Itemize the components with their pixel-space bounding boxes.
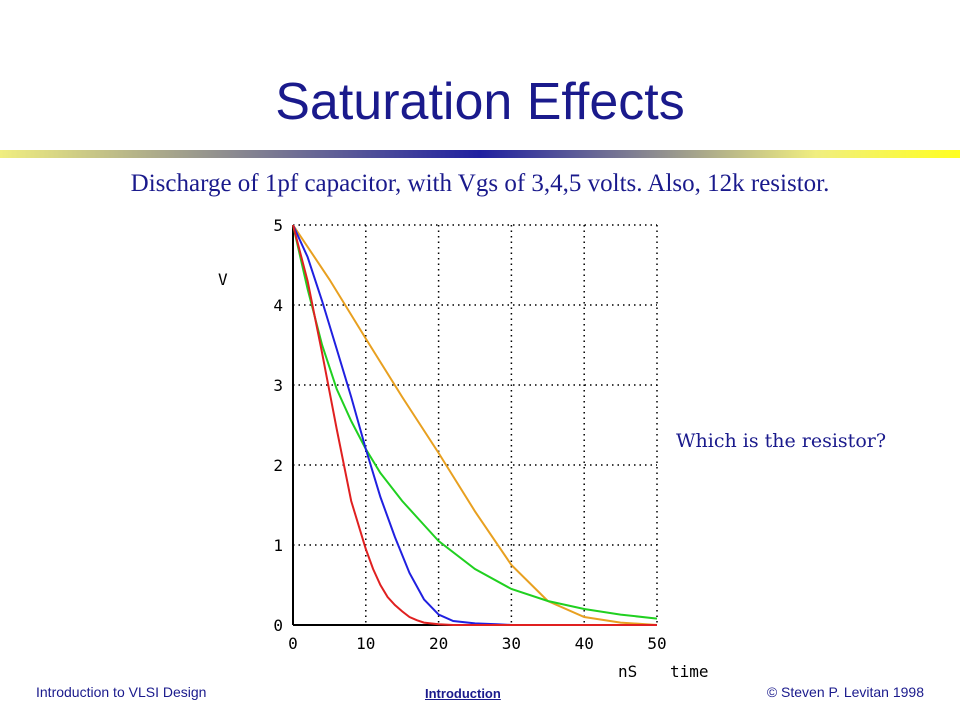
x-tick-label: 50: [647, 634, 666, 653]
chart-ticks: 0 10 20 30 40 50 0 1 2 3 4 5: [273, 216, 666, 653]
x-tick-label: 20: [429, 634, 448, 653]
y-tick-label: 3: [273, 376, 283, 395]
y-tick-label: 1: [273, 536, 283, 555]
y-tick-label: 5: [273, 216, 283, 235]
y-axis-label: V: [218, 270, 228, 289]
y-tick-label: 2: [273, 456, 283, 475]
footer-copyright: © Steven P. Levitan 1998: [766, 684, 924, 700]
title-underline-bar: [0, 150, 960, 158]
y-tick-label: 4: [273, 296, 283, 315]
series-line-3: [292, 224, 512, 626]
series-line-4: [292, 224, 657, 626]
chart-axes: [292, 225, 657, 626]
slide-title: Saturation Effects: [275, 73, 685, 131]
x-axis-label: time: [670, 662, 709, 681]
question-text: Which is the resistor?: [676, 430, 887, 452]
discharge-chart: 0 10 20 30 40 50 0 1 2 3 4 5 V nS time: [218, 216, 709, 681]
x-tick-label: 0: [288, 634, 298, 653]
x-tick-label: 30: [502, 634, 521, 653]
series-line-1: [292, 224, 658, 626]
x-axis-unit: nS: [618, 662, 637, 681]
footer-course: Introduction to VLSI Design: [36, 684, 207, 700]
series-line-2: [292, 224, 658, 620]
footer-section: Introduction: [425, 686, 501, 701]
chart-grid: [293, 224, 658, 625]
slide-subtitle: Discharge of 1pf capacitor, with Vgs of …: [130, 170, 830, 197]
x-tick-label: 40: [575, 634, 594, 653]
x-tick-label: 10: [356, 634, 375, 653]
y-tick-label: 0: [273, 616, 283, 635]
chart-series: [292, 224, 658, 626]
